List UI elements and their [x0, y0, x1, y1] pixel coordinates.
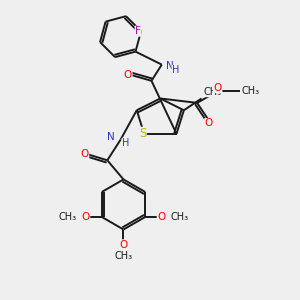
Text: O: O	[80, 149, 89, 159]
Text: O: O	[205, 118, 213, 128]
Text: O: O	[82, 212, 90, 222]
Text: N: N	[166, 61, 174, 71]
Text: N: N	[107, 132, 115, 142]
Text: CH₃: CH₃	[241, 86, 260, 96]
Text: S: S	[139, 127, 146, 140]
Text: O: O	[124, 70, 132, 80]
Text: O: O	[119, 240, 128, 250]
Text: O: O	[214, 82, 222, 93]
Text: O: O	[157, 212, 166, 222]
Text: CH₃: CH₃	[114, 251, 133, 261]
Text: CH₃: CH₃	[170, 212, 188, 222]
Text: F: F	[135, 26, 141, 36]
Text: H: H	[122, 138, 129, 148]
Text: CH₃: CH₃	[203, 87, 221, 97]
Text: CH₃: CH₃	[59, 212, 77, 222]
Text: H: H	[172, 65, 179, 76]
